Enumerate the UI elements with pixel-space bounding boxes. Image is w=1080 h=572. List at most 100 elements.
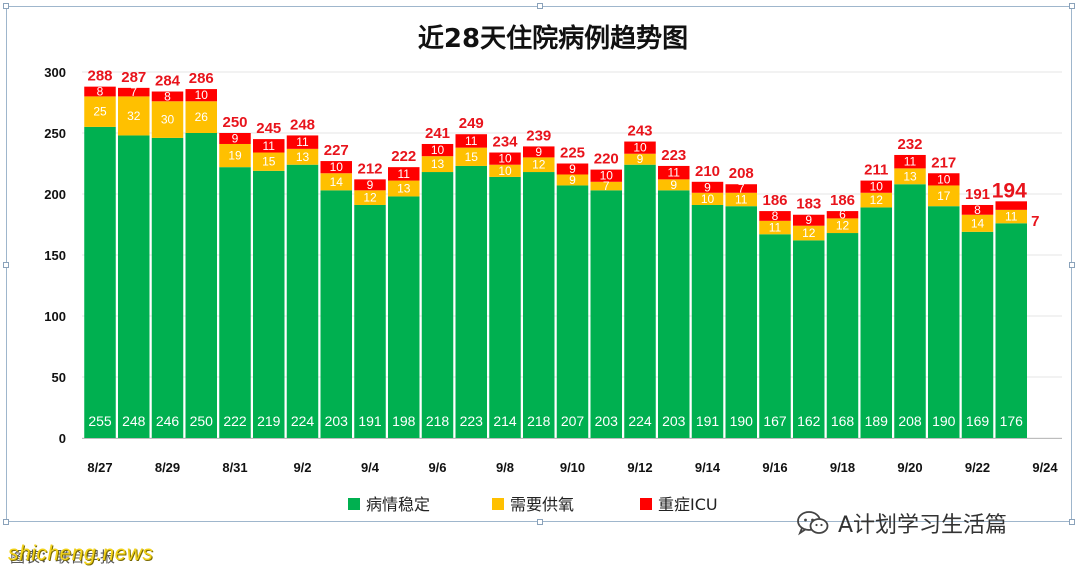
total-label: 243 [627, 123, 652, 140]
axes: 0 50 100 150 200 250 300 8/27 8/29 8/31 9/2 9/4 9/6 9… [44, 65, 1062, 475]
y-tick-label: 200 [44, 187, 66, 202]
bar-segment [725, 192, 757, 207]
bar-segment [455, 134, 487, 148]
bar-segment [691, 192, 724, 205]
data-label: 9 [637, 152, 644, 166]
bar-segment [185, 101, 217, 133]
total-label: 248 [290, 116, 315, 133]
data-label: 10 [498, 152, 512, 166]
bar-segment [118, 87, 150, 97]
bar-segment [388, 180, 420, 197]
bar-segment [691, 181, 724, 193]
data-label: 25 [93, 105, 107, 119]
bar-segment [320, 190, 352, 438]
bar-segment [590, 169, 622, 182]
data-label: 203 [325, 413, 349, 429]
data-label: 218 [426, 413, 450, 429]
data-label: 11 [465, 134, 478, 148]
data-label: 14 [971, 216, 985, 230]
bar-segment [489, 176, 521, 439]
total-label: 245 [256, 120, 281, 137]
data-label: 10 [330, 160, 344, 174]
data-label: 168 [831, 413, 855, 429]
bar-segment [556, 185, 589, 438]
bar-segment [523, 146, 555, 158]
bar-segment [725, 184, 757, 193]
bar-segment [455, 147, 487, 166]
bar-segment [624, 153, 656, 165]
data-label: 176 [1000, 413, 1024, 429]
data-label: 9 [569, 173, 576, 187]
resize-handle-bottom-right[interactable] [1069, 519, 1075, 525]
data-label: 7 [603, 179, 610, 193]
total-label: 208 [729, 165, 754, 182]
resize-handle-bottom-mid[interactable] [537, 519, 543, 525]
data-label: 12 [870, 193, 884, 207]
bar-segment [658, 179, 690, 191]
bar-segment [118, 135, 150, 438]
total-label: 211 [864, 162, 888, 179]
data-label: 8 [164, 89, 171, 103]
resize-handle-mid-right[interactable] [1069, 262, 1075, 268]
x-tick-label: 9/6 [428, 460, 446, 475]
total-label: 186 [762, 192, 787, 209]
data-label: 222 [223, 413, 247, 429]
x-tick-label: 9/10 [560, 460, 585, 475]
bar-segment [118, 96, 150, 136]
bar-segment [826, 218, 859, 234]
bar-segment [995, 201, 1027, 210]
resize-handle-top-right[interactable] [1069, 3, 1075, 9]
y-tick-label: 300 [44, 65, 66, 80]
total-label: 223 [661, 147, 686, 164]
bars [84, 86, 1027, 439]
bar-segment [759, 220, 791, 235]
data-label: 162 [797, 413, 821, 429]
bar-segment [860, 180, 892, 193]
bar-segment [894, 154, 926, 169]
bar-segment [151, 101, 184, 138]
data-label: 9 [569, 162, 576, 176]
bar-segment [151, 137, 184, 438]
data-label: 10 [870, 180, 884, 194]
x-tick-label: 9/24 [1032, 460, 1058, 475]
bar-segment [421, 156, 454, 173]
bar-segment [388, 167, 420, 181]
bar-segment [556, 174, 589, 186]
data-label: 167 [763, 413, 787, 429]
bar-segment [759, 234, 791, 438]
bar-segment [489, 152, 521, 165]
bar-segment [219, 167, 251, 438]
data-label: 12 [363, 191, 377, 205]
data-label: 169 [966, 413, 990, 429]
bar-segment [354, 204, 386, 438]
bar-segment [961, 204, 994, 215]
total-label: 191 [965, 186, 990, 203]
legend-label: 需要供氧 [510, 495, 574, 514]
x-tick-label: 9/22 [965, 460, 990, 475]
x-tick-label: 9/16 [762, 460, 787, 475]
total-label: 239 [526, 127, 551, 144]
bar-segment [421, 172, 454, 439]
total-label: 227 [324, 142, 349, 159]
legend-swatch [348, 498, 360, 510]
resize-handle-mid-left[interactable] [3, 262, 9, 268]
data-label: 208 [898, 413, 922, 429]
resize-handle-top-left[interactable] [3, 3, 9, 9]
data-label: 190 [932, 413, 956, 429]
bar-segment [961, 231, 994, 438]
total-label: 234 [492, 134, 518, 151]
bar-segment [691, 204, 724, 438]
bar-segment [725, 206, 757, 438]
bar-segment [624, 164, 656, 438]
data-label: 11 [769, 221, 782, 235]
x-tick-label: 8/29 [155, 460, 180, 475]
data-label: 255 [88, 413, 112, 429]
resize-handle-top-mid[interactable] [537, 3, 543, 9]
bar-segment [489, 164, 521, 177]
site-watermark: shicheng.news [8, 542, 154, 565]
data-label: 19 [228, 149, 242, 163]
data-labels: 2552582882483272872463082842502610286222… [87, 68, 1039, 429]
bar-segment [286, 164, 319, 438]
resize-handle-bottom-left[interactable] [3, 519, 9, 525]
